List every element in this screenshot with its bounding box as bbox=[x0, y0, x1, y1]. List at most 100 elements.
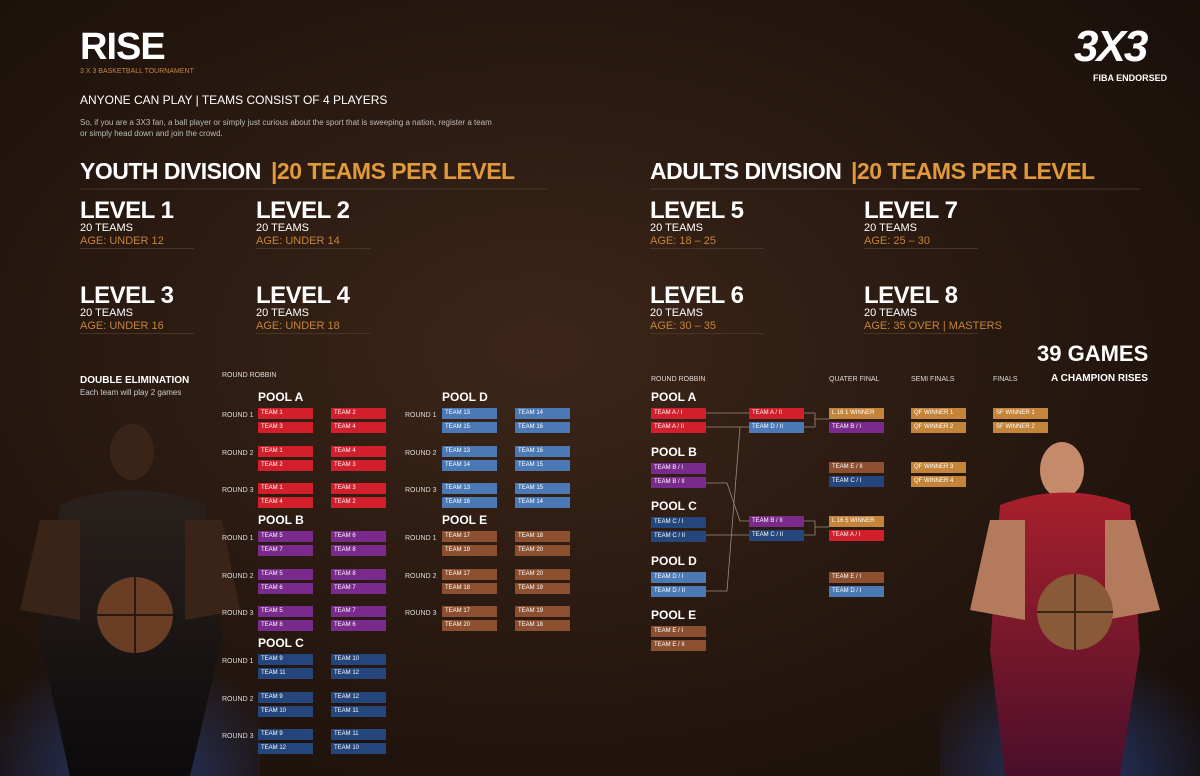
pool-title: POOL A bbox=[651, 390, 697, 404]
team-box: TEAM 16 bbox=[515, 445, 570, 457]
tagline: ANYONE CAN PLAY | TEAMS CONSIST OF 4 PLA… bbox=[80, 93, 388, 107]
team-box: TEAM E / II bbox=[829, 462, 884, 473]
team-box: TEAM B / I bbox=[651, 462, 706, 474]
team-box: TEAM 9 bbox=[258, 729, 313, 740]
team-box: TEAM B / II bbox=[749, 516, 804, 527]
team-box: TEAM 10 bbox=[258, 705, 313, 717]
team-box: TEAM B / I bbox=[829, 422, 884, 433]
level-teams: 20 TEAMS bbox=[864, 222, 917, 234]
round-label: ROUND 3 bbox=[405, 487, 437, 494]
team-box: SF WINNER 2 bbox=[993, 422, 1048, 433]
round-label: ROUND 2 bbox=[405, 572, 437, 580]
level-age: AGE: UNDER 18 bbox=[256, 320, 370, 334]
pool-title: POOL B bbox=[258, 513, 304, 527]
team-box: QF WINNER 4 bbox=[911, 476, 966, 487]
round-label: ROUND 1 bbox=[222, 412, 254, 419]
team-box: TEAM D / I bbox=[829, 586, 884, 597]
team-box: TEAM 20 bbox=[515, 545, 570, 556]
heading: ROUND ROBBIN bbox=[222, 372, 277, 379]
team-box: L 16 1 WINNER bbox=[829, 408, 884, 419]
team-box: TEAM 5 bbox=[258, 606, 313, 617]
team-box: TEAM D / I bbox=[651, 571, 706, 583]
team-box: TEAM 9 bbox=[258, 654, 313, 665]
team-box: TEAM 3 bbox=[331, 459, 386, 471]
team-box: TEAM A / I bbox=[651, 408, 706, 419]
team-box: TEAM 2 bbox=[331, 408, 386, 419]
team-box: TEAM 1 bbox=[258, 408, 313, 419]
team-box: TEAM 6 bbox=[331, 531, 386, 542]
pool-title: POOL C bbox=[651, 499, 697, 513]
team-box: TEAM 11 bbox=[258, 668, 313, 679]
team-box: TEAM C / II bbox=[749, 530, 804, 541]
team-box: QF WINNER 1 bbox=[911, 408, 966, 419]
round-label: ROUND 3 bbox=[222, 610, 254, 617]
team-box: TEAM E / I bbox=[651, 626, 706, 637]
team-box: TEAM 17 bbox=[442, 531, 497, 542]
team-box: TEAM A / II bbox=[749, 408, 804, 419]
team-box: TEAM 19 bbox=[515, 582, 570, 594]
team-box: TEAM 15 bbox=[515, 483, 570, 494]
team-box: TEAM 13 bbox=[442, 408, 497, 419]
team-box: TEAM 1 bbox=[258, 483, 313, 494]
team-box: TEAM 20 bbox=[442, 620, 497, 631]
round-label: ROUND 2 bbox=[222, 572, 254, 580]
level-name: LEVEL 1 bbox=[80, 197, 174, 224]
team-box: TEAM 18 bbox=[515, 531, 570, 542]
heading: ROUND ROBBIN bbox=[651, 376, 706, 383]
team-box: TEAM 1 bbox=[258, 445, 313, 457]
team-box: TEAM C / II bbox=[651, 531, 706, 542]
pool-title: POOL B bbox=[651, 444, 697, 459]
intro: So, if you are a 3X3 fan, a ball player … bbox=[80, 118, 492, 138]
division-teams: |20 TEAMS PER LEVEL bbox=[271, 158, 515, 184]
team-box: TEAM B / II bbox=[651, 476, 706, 488]
level-age: AGE: 18 – 25 bbox=[650, 235, 764, 249]
team-box: TEAM 12 bbox=[331, 691, 386, 703]
team-box: TEAM 14 bbox=[515, 408, 570, 419]
pool-title: POOL D bbox=[442, 390, 488, 404]
team-box: TEAM E / II bbox=[651, 640, 706, 651]
round-label: ROUND 2 bbox=[405, 449, 437, 457]
team-box: TEAM 2 bbox=[331, 497, 386, 508]
pool-title: POOL D bbox=[651, 553, 697, 568]
team-box: TEAM 14 bbox=[515, 497, 570, 508]
level-name: LEVEL 2 bbox=[256, 197, 350, 224]
team-box: TEAM 13 bbox=[442, 445, 497, 457]
logo-caption: FIBA ENDORSED bbox=[1093, 73, 1168, 83]
round-label: ROUND 3 bbox=[222, 733, 254, 740]
subtitle: 3 X 3 BASKETBALL TOURNAMENT bbox=[80, 68, 194, 75]
round-label: ROUND 1 bbox=[405, 412, 437, 419]
division-name: ADULTS DIVISION bbox=[650, 158, 842, 184]
team-box: TEAM 15 bbox=[515, 459, 570, 471]
team-box: TEAM 10 bbox=[331, 743, 386, 754]
level-name: LEVEL 6 bbox=[650, 282, 744, 309]
round-label: ROUND 1 bbox=[405, 535, 437, 542]
team-box: TEAM 17 bbox=[442, 606, 497, 617]
team-box: TEAM D / II bbox=[749, 422, 804, 433]
team-box: TEAM 2 bbox=[258, 459, 313, 471]
team-box: TEAM 8 bbox=[331, 545, 386, 556]
level-teams: 20 TEAMS bbox=[650, 307, 703, 319]
level-name: LEVEL 4 bbox=[256, 282, 350, 309]
level-teams: 20 TEAMS bbox=[650, 222, 703, 234]
level-name: LEVEL 5 bbox=[650, 197, 744, 224]
logo-mark: 3X3 bbox=[1074, 22, 1148, 71]
level-name: LEVEL 8 bbox=[864, 282, 958, 309]
team-box: TEAM 18 bbox=[515, 620, 570, 631]
team-box: TEAM 6 bbox=[331, 620, 386, 631]
team-box: TEAM 4 bbox=[331, 445, 386, 457]
pool-title: POOL E bbox=[442, 513, 488, 527]
team-box: TEAM 17 bbox=[442, 568, 497, 580]
level-age: AGE: 35 OVER | MASTERS bbox=[864, 320, 1002, 334]
team-box: TEAM 15 bbox=[442, 422, 497, 433]
team-box: TEAM 11 bbox=[331, 729, 386, 740]
team-box: TEAM 8 bbox=[331, 568, 386, 580]
team-box: TEAM 12 bbox=[258, 743, 313, 754]
team-box: TEAM 7 bbox=[258, 545, 313, 556]
level-age: AGE: UNDER 16 bbox=[80, 320, 194, 334]
team-box: TEAM 4 bbox=[331, 422, 386, 433]
team-box: TEAM 12 bbox=[331, 668, 386, 679]
team-box: L 16 5 WINNER bbox=[829, 516, 884, 527]
